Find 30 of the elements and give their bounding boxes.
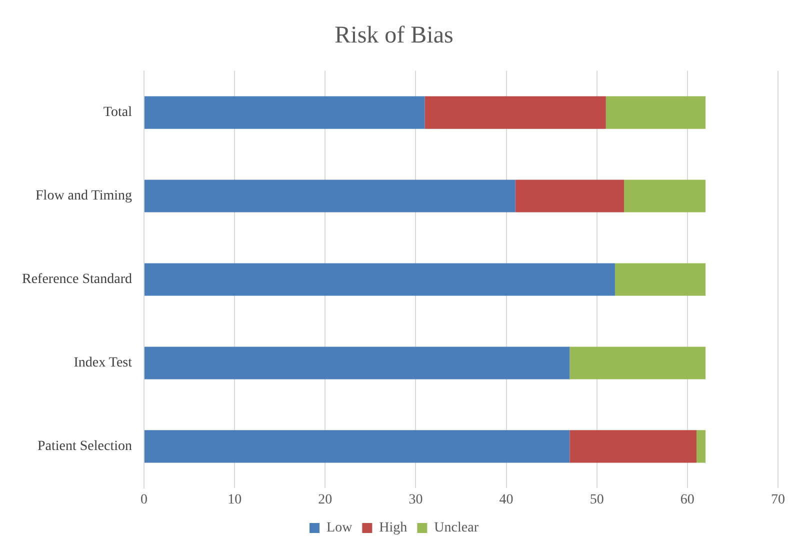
legend-label: Low xyxy=(326,520,354,536)
x-tick-label: 50 xyxy=(590,492,604,508)
x-tick-label: 20 xyxy=(318,492,332,508)
y-tick-label: Total xyxy=(103,105,132,120)
y-tick-label: Reference Standard xyxy=(22,272,132,288)
bar xyxy=(144,180,516,212)
x-tick-label: 60 xyxy=(680,492,694,508)
bar xyxy=(696,430,706,463)
x-tick-label: 40 xyxy=(499,492,514,508)
bar xyxy=(614,263,706,296)
x-tick-label: 10 xyxy=(228,492,242,508)
bar xyxy=(424,96,606,129)
y-tick-label: Patient Selection xyxy=(38,439,132,454)
legend-label: High xyxy=(379,520,408,536)
x-tick-label: 30 xyxy=(408,492,423,508)
bar xyxy=(144,430,570,463)
bar xyxy=(144,96,425,129)
y-tick-label: Index Test xyxy=(74,356,132,371)
x-tick-label: 70 xyxy=(771,492,785,508)
x-tick-label: 0 xyxy=(140,492,148,508)
bar xyxy=(624,180,706,212)
bar xyxy=(570,430,696,463)
bar xyxy=(144,346,570,380)
bar xyxy=(606,96,706,129)
y-tick-label: Flow and Timing xyxy=(36,188,132,204)
chart-title: Risk of Bias xyxy=(334,22,454,49)
bar xyxy=(570,346,706,380)
bar xyxy=(144,263,615,296)
legend-label: Unclear xyxy=(434,520,479,536)
bar xyxy=(515,180,624,212)
